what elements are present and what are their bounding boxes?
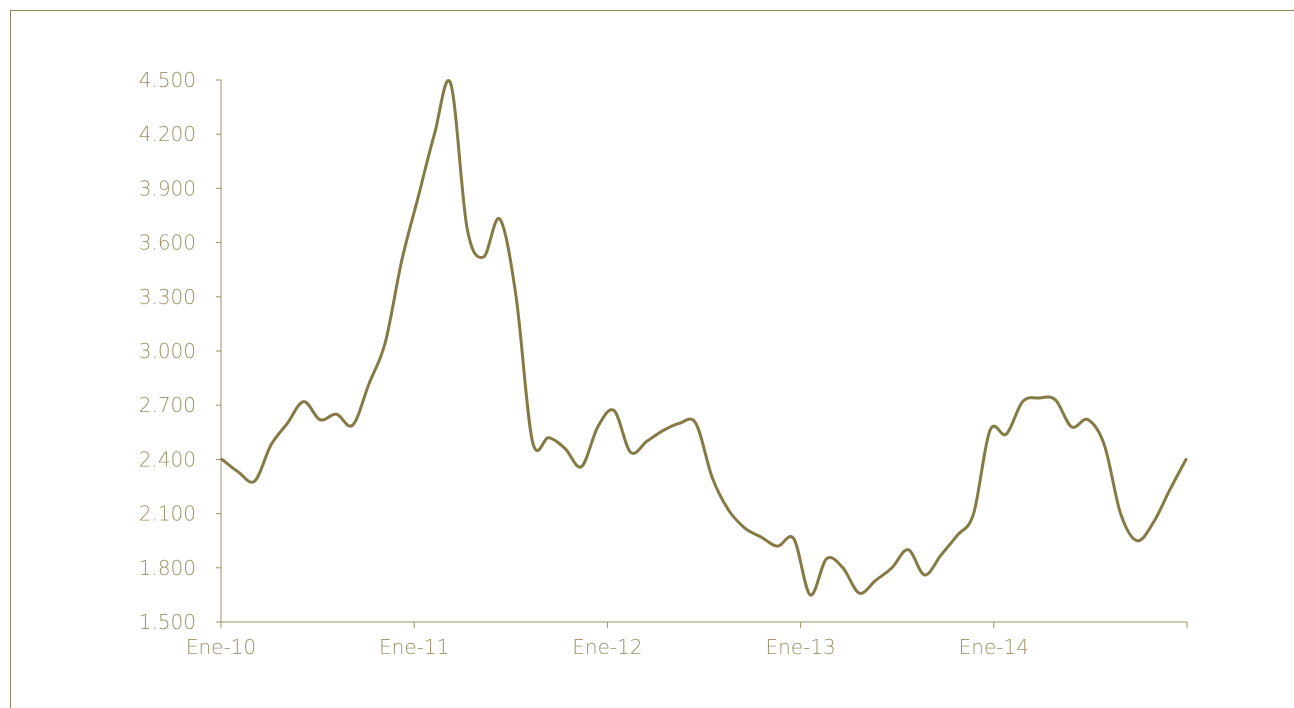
y-tick-label: 3.300 [139,285,196,309]
y-tick-label: 4.200 [139,122,196,146]
y-tick-label: 2.400 [139,447,196,471]
series-group [220,79,1188,597]
y-tick-label: 3.000 [139,339,196,363]
x-tick-label: Ene-13 [765,635,835,659]
series-line [220,79,1188,597]
x-tick-label: Ene-14 [959,635,1029,659]
y-tick-label: 4.500 [139,68,196,92]
y-tick-label: 3.600 [139,231,196,255]
y-tick-label: 1.800 [139,556,196,580]
y-tick-labels: 1.500 1.800 2.100 2.400 2.700 3.000 3.300 3.600… [139,68,196,634]
x-tick-labels: Ene-10 Ene-11 Ene-12 Ene-13 Ene-14 [186,635,1029,659]
x-tick-label: Ene-12 [572,635,642,659]
x-axis [220,621,1188,628]
y-axis [216,79,222,623]
x-tick-label: Ene-11 [379,635,449,659]
y-tick-label: 2.100 [139,502,196,526]
x-tick-label: Ene-10 [186,635,256,659]
y-tick-label: 3.900 [139,176,196,200]
chart-frame [10,10,1294,708]
y-tick-label: 2.700 [139,393,196,417]
y-tick-label: 1.500 [139,610,196,634]
